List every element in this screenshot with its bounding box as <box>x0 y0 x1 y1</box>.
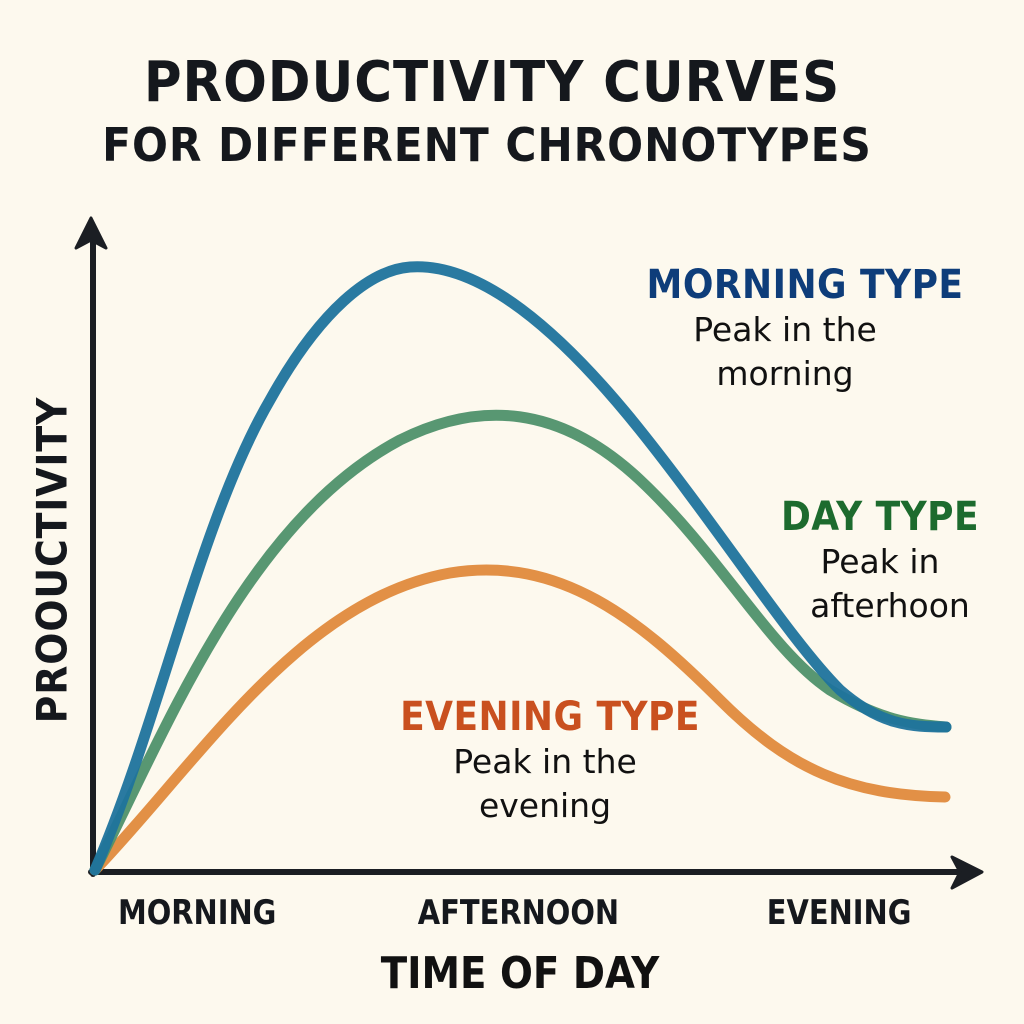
legend-morning-type: MORNING TYPE Peak in the morning <box>610 262 1000 396</box>
x-tick-evening: EVENING <box>766 893 912 933</box>
y-axis-arrow-icon <box>74 216 108 250</box>
legend-evening-type: EVENING TYPE Peak in the evening <box>370 694 730 828</box>
legend-morning-title: MORNING TYPE <box>646 262 964 308</box>
legend-evening-desc-2: evening <box>478 786 612 825</box>
chart-title-line-2: FOR DIFFERENT CHRONOTYPES <box>102 118 872 172</box>
legend-day-desc-1: Peak in <box>820 542 940 581</box>
chart-title-line-1: PRODUCTIVITY CURVES <box>143 50 841 115</box>
day-type-curve <box>89 409 952 876</box>
legend-day-type: DAY TYPE Peak in afterhoon <box>740 494 1020 628</box>
axes <box>74 216 984 890</box>
legend-morning-desc-2: morning <box>716 354 854 393</box>
legend-evening-title: EVENING TYPE <box>400 694 700 740</box>
x-tick-morning: MORNING <box>117 893 277 933</box>
legend-evening-desc-1: Peak in the <box>453 742 637 781</box>
evening-type-curve <box>89 564 951 876</box>
legend-day-desc-2: afterhoon <box>810 586 970 625</box>
x-axis-label: TIME OF DAY <box>380 948 660 999</box>
x-tick-afternoon: AFTERNOON <box>417 893 620 933</box>
legend-morning-desc-1: Peak in the <box>693 310 877 349</box>
x-axis-arrow-icon <box>950 855 984 890</box>
morning-type-curve <box>89 261 952 876</box>
legend-day-title: DAY TYPE <box>780 494 980 540</box>
y-axis-label: PROOUCTIVITY <box>27 396 77 724</box>
